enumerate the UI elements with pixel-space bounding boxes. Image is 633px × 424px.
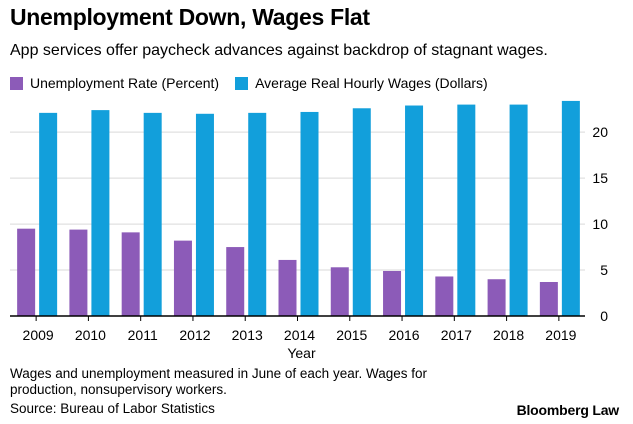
legend-label-wages: Average Real Hourly Wages (Dollars) [255, 75, 488, 91]
bar-wages-2019 [561, 100, 580, 316]
footnote: Wages and unemployment measured in June … [10, 366, 427, 397]
tick-labels: 0 5 10 15 20 2009 2010 2011 2012 2013 2014 2015 2016… [23, 124, 609, 361]
bar-wages-2017 [457, 104, 476, 317]
bar-unemployment-2010 [69, 229, 88, 316]
legend-item-unemployment: Unemployment Rate (Percent) [10, 75, 219, 91]
x-tick-label: 2016 [388, 327, 419, 343]
bar-wages-2018 [509, 104, 528, 317]
x-tick-label: 2019 [545, 327, 576, 343]
chart-subtitle: App services offer paycheck advances aga… [10, 42, 548, 59]
y-tick-label: 10 [592, 216, 608, 232]
y-tick-label: 15 [592, 170, 608, 186]
x-axis-title: Year [287, 345, 316, 361]
bar-unemployment-2016 [383, 270, 402, 316]
y-tick-label: 20 [592, 124, 608, 140]
x-tick-label: 2017 [441, 327, 472, 343]
bar-wages-2016 [405, 105, 424, 316]
bar-wages-2014 [300, 111, 319, 316]
legend-label-unemployment: Unemployment Rate (Percent) [30, 75, 220, 91]
bar-unemployment-2009 [17, 228, 36, 316]
x-tick-label: 2010 [75, 327, 106, 343]
x-tick-label: 2018 [493, 327, 524, 343]
axes [10, 315, 585, 321]
x-tick-label: 2013 [232, 327, 263, 343]
bar-wages-2015 [352, 108, 371, 316]
y-tick-label: 5 [600, 262, 608, 278]
bar-wages-2011 [143, 112, 162, 316]
source-note: Source: Bureau of Labor Statistics [10, 401, 215, 416]
bar-unemployment-2012 [173, 240, 192, 316]
bar-wages-2010 [91, 110, 110, 316]
bar-unemployment-2018 [487, 279, 506, 316]
x-tick-label: 2009 [23, 327, 54, 343]
legend-swatch-wages [235, 76, 249, 90]
x-tick-label: 2015 [336, 327, 367, 343]
bar-unemployment-2013 [226, 247, 245, 316]
y-tick-label: 0 [600, 308, 608, 324]
x-tick-label: 2014 [284, 327, 315, 343]
chart-title: Unemployment Down, Wages Flat [10, 4, 370, 30]
bar-unemployment-2015 [330, 267, 349, 316]
legend-item-wages: Average Real Hourly Wages (Dollars) [235, 75, 488, 91]
legend: Unemployment Rate (Percent) Average Real… [10, 75, 504, 91]
x-tick-label: 2011 [128, 327, 158, 343]
bar-unemployment-2011 [121, 232, 140, 316]
bar-unemployment-2014 [278, 259, 297, 316]
bar-wages-2012 [195, 113, 214, 316]
bar-wages-2013 [248, 112, 267, 316]
bar-unemployment-2019 [539, 281, 558, 316]
x-tick-label: 2012 [179, 327, 210, 343]
bars [17, 100, 580, 317]
bar-wages-2009 [39, 112, 58, 316]
legend-swatch-unemployment [10, 76, 23, 90]
bloomberg-law-logo: Bloomberg Law [516, 402, 620, 418]
bar-unemployment-2017 [435, 276, 454, 316]
